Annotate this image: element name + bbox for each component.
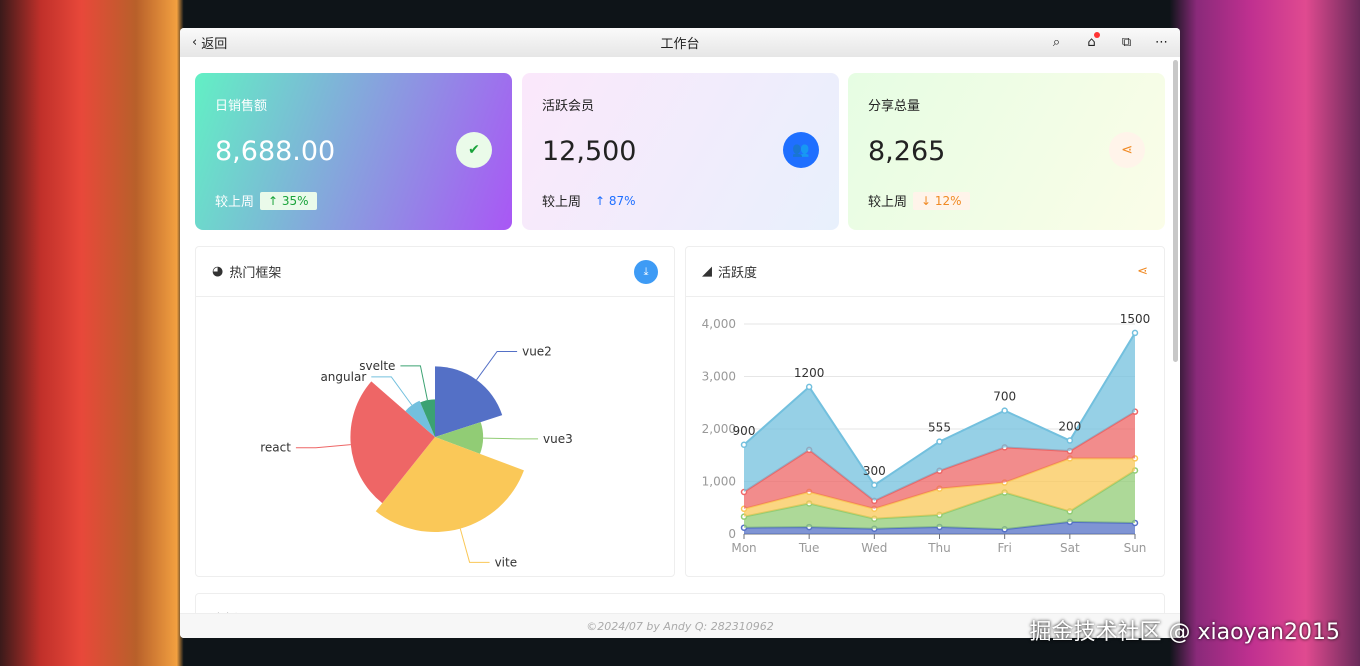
pie-label-line <box>371 376 413 406</box>
data-point[interactable] <box>1066 437 1074 444</box>
data-label: 1200 <box>794 366 825 380</box>
users-icon: 👥 <box>783 132 819 168</box>
card-value: 8,688.00 <box>215 136 336 167</box>
data-label: 555 <box>928 421 951 435</box>
pie-label: vite <box>495 555 518 569</box>
panel-title: 活跃度 <box>718 266 758 281</box>
x-tick-label: Wed <box>861 541 887 555</box>
compare-label: 较上周 <box>868 195 908 210</box>
area-series-3 <box>744 411 1135 509</box>
y-tick-label: 3,000 <box>702 370 736 384</box>
pie-label-line <box>459 528 490 563</box>
scrollbar[interactable] <box>1173 60 1178 362</box>
pie-label: angular <box>320 370 366 384</box>
card-daily-sales: 日销售额 8,688.00 ✔ 较上周 ↑ 35% <box>195 73 512 230</box>
y-tick-label: 4,000 <box>702 317 736 331</box>
more-icon[interactable]: ⋯ <box>1155 35 1168 50</box>
pie-slice-angular[interactable] <box>405 400 435 437</box>
back-button[interactable]: ‹ 返回 <box>192 33 227 52</box>
card-label: 活跃会员 <box>542 99 595 114</box>
download-icon[interactable]: ⤓ <box>634 259 658 284</box>
x-tick-label: Thu <box>927 541 951 555</box>
y-tick-label: 2,000 <box>702 422 736 436</box>
compare-label: 较上周 <box>215 195 255 210</box>
pie-label-line <box>476 351 518 381</box>
watermark: 掘金技术社区 @ xiaoyan2015 <box>1029 620 1341 645</box>
pie-label: vue3 <box>543 432 573 446</box>
data-point[interactable] <box>805 383 813 391</box>
data-point[interactable] <box>740 441 748 448</box>
pie-slice-svelte[interactable] <box>420 399 435 437</box>
x-tick-label: Fri <box>998 541 1012 555</box>
pie-slice-vite[interactable] <box>375 437 524 532</box>
area-series-1 <box>744 470 1135 530</box>
chevron-left-icon: ‹ <box>192 35 198 50</box>
y-tick-label: 0 <box>728 527 736 541</box>
data-point[interactable] <box>871 481 878 489</box>
pie-slice-vue2[interactable] <box>435 366 503 437</box>
pie-label-line <box>483 437 539 440</box>
x-tick-label: Sun <box>1124 541 1147 555</box>
pie-label-line <box>400 365 428 401</box>
x-tick-label: Mon <box>731 541 756 555</box>
data-label: 200 <box>1058 420 1081 434</box>
area-series-2 <box>744 458 1135 519</box>
data-label: 1500 <box>1120 312 1151 326</box>
data-label: 300 <box>863 464 886 478</box>
notification-dot <box>1094 32 1100 38</box>
x-tick-label: Sat <box>1060 541 1080 555</box>
data-point[interactable] <box>1131 329 1139 337</box>
data-point[interactable] <box>1001 407 1008 414</box>
card-active-members: 活跃会员 12,500 👥 较上周 ↑ 87% <box>522 73 839 230</box>
change-badge: ↓ 12% <box>913 191 970 210</box>
panel-popular-frameworks: ◕ 热门框架 ⤓ vue2 vue3 vite react angular svelte <box>195 246 675 577</box>
panel-activity: ◢ 活跃度 ⋖ 0 1,000 2,000 3,000 4,000 Mon Tue Wed Thu… <box>685 246 1165 577</box>
search-icon[interactable]: ⌕ <box>1052 35 1061 50</box>
pie-label: vue2 <box>522 345 552 359</box>
data-label: 900 <box>733 424 756 438</box>
back-label: 返回 <box>201 37 228 52</box>
card-label: 日销售额 <box>215 99 268 114</box>
card-value: 8,265 <box>868 136 946 167</box>
page-title: 工作台 <box>660 37 700 52</box>
data-point[interactable] <box>936 438 943 445</box>
area-series-4 <box>744 332 1135 501</box>
footer-copyright: ©2024/07 by Andy Q: 282310962 <box>180 613 1180 638</box>
change-badge: ↑ 87% <box>595 193 636 208</box>
card-label: 分享总量 <box>868 99 921 114</box>
pie-slice-react[interactable] <box>350 381 435 504</box>
share-icon[interactable]: ⋖ <box>1137 264 1148 279</box>
x-tick-label: Tue <box>798 541 820 555</box>
y-tick-label: 1,000 <box>702 475 736 489</box>
external-link-icon[interactable]: ⧉ <box>1121 35 1132 50</box>
home-icon[interactable]: ⌂ <box>1083 32 1100 50</box>
card-total-shares: 分享总量 8,265 ⋖ 较上周 ↓ 12% <box>848 73 1165 230</box>
pie-chart-icon: ◕ <box>212 264 224 279</box>
panel-title: 热门框架 <box>229 266 282 281</box>
pie-slice-vue3[interactable] <box>435 422 484 454</box>
app-window: ‹ 返回 工作台 ⌕ ⌂ ⧉ ⋯ 日销售额 8,688.00 ✔ 较上周 ↑ 35%… <box>180 28 1180 638</box>
share-icon: ⋖ <box>1109 132 1145 168</box>
title-bar: ‹ 返回 工作台 ⌕ ⌂ ⧉ ⋯ <box>180 28 1180 57</box>
wechat-icon: ✔ <box>456 132 492 168</box>
area-chart-icon: ◢ <box>702 264 712 279</box>
data-label: 700 <box>993 390 1016 404</box>
card-value: 12,500 <box>542 136 637 167</box>
compare-label: 较上周 <box>542 195 582 210</box>
pie-label: react <box>260 441 291 455</box>
stacked-area-chart: 0 1,000 2,000 3,000 4,000 Mon Tue Wed Thu Fri Sat S… <box>702 312 1151 555</box>
pie-label: svelte <box>359 359 395 373</box>
change-badge: ↑ 35% <box>260 191 317 210</box>
pie-label-line <box>295 444 351 449</box>
